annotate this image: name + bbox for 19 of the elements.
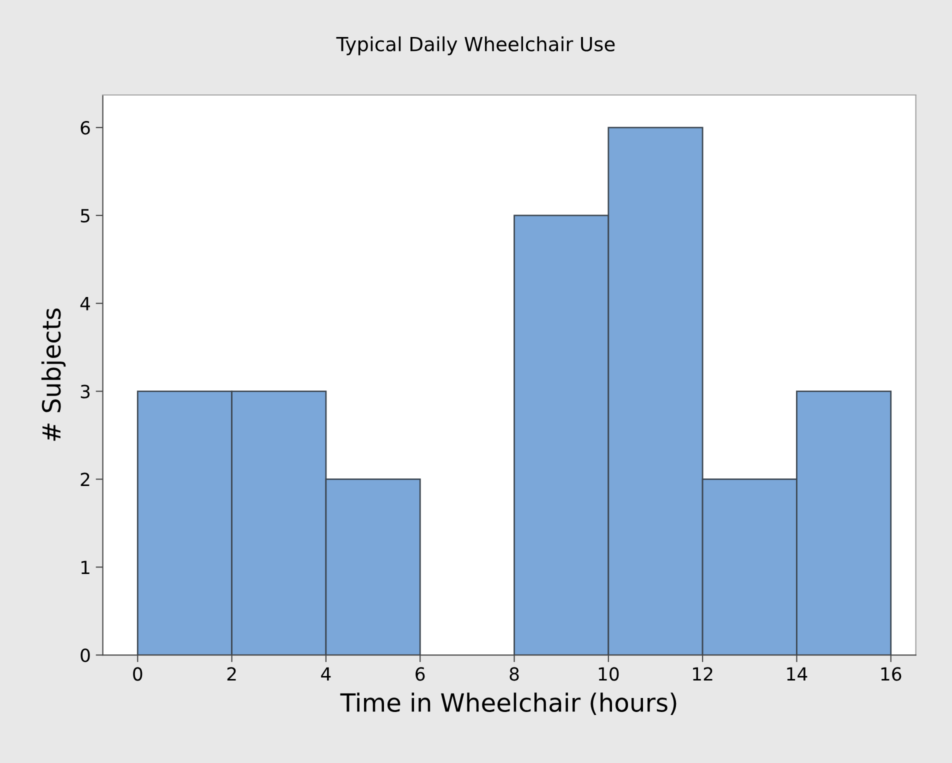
y-tick-label: 4 [80, 297, 90, 310]
y-tick-label: 2 [80, 472, 90, 486]
x-tick-label: 6 [416, 667, 425, 681]
x-tick-label: 14 [787, 667, 808, 681]
x-tick-label: 12 [693, 667, 712, 681]
y-tick-label: 1 [82, 560, 90, 574]
y-tick-label: 3 [80, 384, 90, 398]
chart-title: Typical Daily Wheelchair Use [336, 36, 615, 56]
x-tick-label: 16 [881, 667, 902, 681]
x-tick-label: 8 [510, 667, 519, 681]
y-axis-title: # Subjects [41, 308, 66, 441]
x-tick-label: 0 [133, 667, 142, 681]
y-tick-label: 5 [80, 209, 90, 223]
x-axis-title: Time in Wheelchair (hours) [340, 692, 676, 715]
x-tick-label: 2 [227, 667, 236, 681]
x-tick-label: 4 [321, 667, 331, 681]
y-tick-label: 0 [80, 648, 90, 662]
x-tick-label: 10 [598, 667, 619, 681]
y-tick-label: 6 [80, 120, 90, 135]
